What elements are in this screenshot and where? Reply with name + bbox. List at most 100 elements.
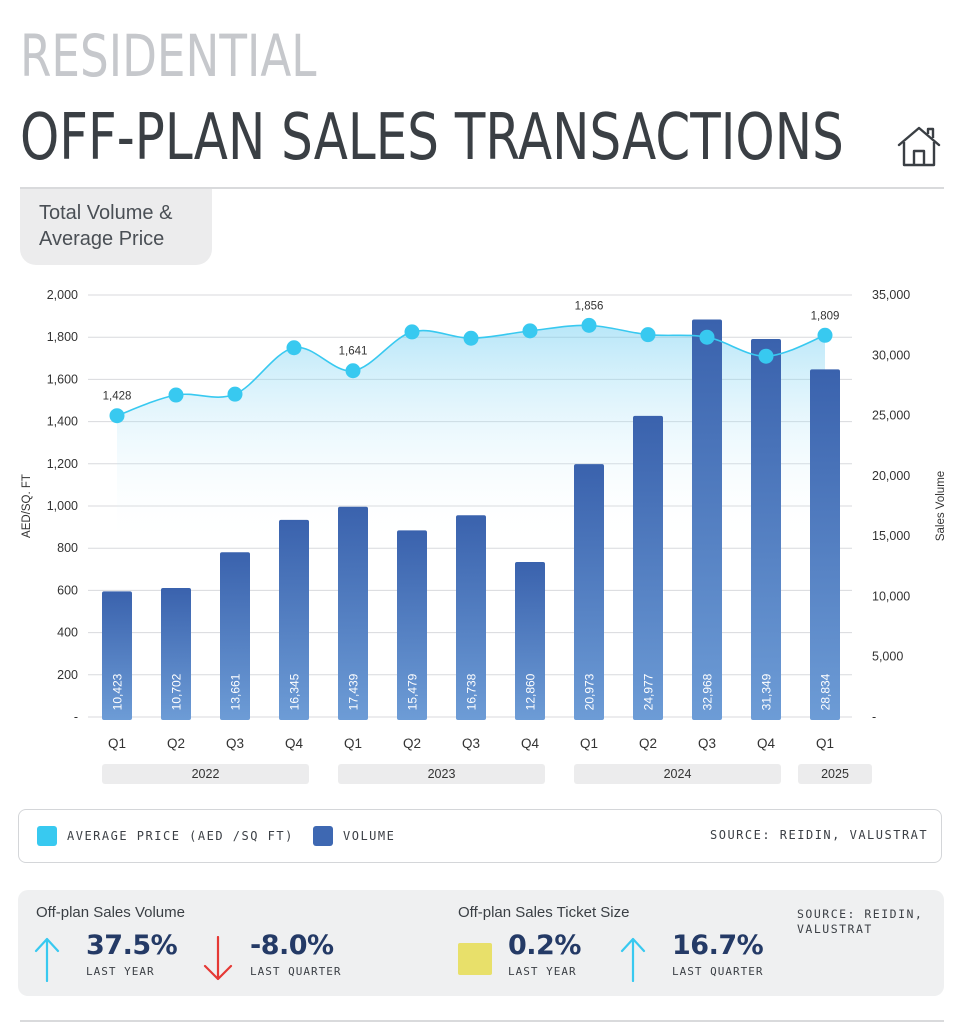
y-tick-label-left: 600 bbox=[57, 583, 78, 597]
volume-bar-label: 32,968 bbox=[701, 673, 715, 710]
year-group-pill bbox=[798, 764, 872, 784]
volume-bar bbox=[397, 530, 427, 720]
kpi-source: SOURCE: REIDIN, VALUSTRAT bbox=[797, 907, 923, 937]
arrow-down-icon bbox=[203, 936, 233, 981]
kpi-volume-quarter-label: LAST QUARTER bbox=[250, 965, 342, 978]
legend-label-volume: VOLUME bbox=[343, 829, 396, 843]
legend-item-price: AVERAGE PRICE (AED /SQ FT) bbox=[37, 826, 294, 846]
volume-bar-label: 12,860 bbox=[524, 673, 538, 710]
y-tick-label-right: 20,000 bbox=[872, 469, 910, 483]
kpi-volume-year-value: 37.5% bbox=[86, 930, 178, 961]
price-point bbox=[168, 387, 184, 403]
price-point-label: 1,641 bbox=[339, 346, 368, 358]
y-tick-label-left: 200 bbox=[57, 668, 78, 682]
y-tick-label-right: 15,000 bbox=[872, 529, 910, 543]
volume-bar bbox=[161, 587, 191, 720]
volume-bar-label: 20,973 bbox=[583, 673, 597, 710]
y-axis-title-right: Sales Volume bbox=[935, 471, 947, 541]
price-point bbox=[699, 329, 715, 345]
y-tick-label-left: 400 bbox=[57, 626, 78, 640]
y-tick-label-right: 25,000 bbox=[872, 409, 910, 423]
kpi-volume-heading: Off-plan Sales Volume bbox=[36, 904, 185, 921]
y-tick-label-left: 1,400 bbox=[47, 415, 78, 429]
x-tick-label: Q4 bbox=[757, 736, 776, 751]
y-tick-label-right: 30,000 bbox=[872, 348, 910, 362]
price-point-label: 1,856 bbox=[575, 300, 604, 312]
legend-swatch-price bbox=[37, 826, 57, 846]
kpi-volume-year-label: LAST YEAR bbox=[86, 965, 155, 978]
price-point bbox=[640, 327, 656, 343]
year-group-pill bbox=[102, 764, 309, 784]
legend-box bbox=[18, 809, 942, 863]
chart-subtitle: Total Volume & Average Price bbox=[39, 200, 209, 252]
subtitle-line-1: Total Volume & bbox=[39, 202, 173, 224]
legend-source: SOURCE: REIDIN, VALUSTRAT bbox=[710, 828, 929, 842]
kpi-ticket-quarter-value: 16.7% bbox=[672, 930, 764, 961]
price-point-label: 1,428 bbox=[103, 391, 132, 403]
year-group-label: 2025 bbox=[821, 767, 849, 781]
x-tick-label: Q2 bbox=[639, 736, 657, 751]
kpi-ticket-heading: Off-plan Sales Ticket Size bbox=[458, 904, 630, 921]
price-point bbox=[581, 317, 597, 333]
x-tick-label: Q3 bbox=[698, 736, 716, 751]
header-divider bbox=[20, 187, 944, 189]
legend-swatch-volume bbox=[313, 826, 333, 846]
volume-bar-label: 16,345 bbox=[288, 673, 302, 710]
title-line-1: RESIDENTIAL bbox=[20, 22, 317, 90]
volume-bar-label: 10,423 bbox=[111, 673, 125, 710]
y-tick-label-left: 1,000 bbox=[47, 499, 78, 513]
price-point bbox=[227, 386, 243, 402]
volume-bar bbox=[574, 464, 604, 720]
x-tick-label: Q1 bbox=[344, 736, 362, 751]
kpi-volume-quarter-value: -8.0% bbox=[250, 930, 334, 961]
x-tick-label: Q2 bbox=[403, 736, 421, 751]
price-point bbox=[522, 323, 538, 339]
y-tick-label-left: - bbox=[74, 710, 78, 724]
volume-bar bbox=[751, 339, 781, 720]
x-tick-label: Q1 bbox=[580, 736, 598, 751]
flat-indicator-icon bbox=[458, 943, 492, 975]
subtitle-box bbox=[20, 189, 212, 265]
price-point bbox=[817, 327, 833, 343]
price-point-label: 1,809 bbox=[811, 310, 840, 322]
x-tick-label: Q1 bbox=[108, 736, 126, 751]
volume-bar bbox=[102, 591, 132, 720]
volume-bar-label: 10,702 bbox=[170, 673, 184, 710]
x-tick-label: Q2 bbox=[167, 736, 185, 751]
y-tick-label-left: 1,800 bbox=[47, 330, 78, 344]
year-group-label: 2023 bbox=[428, 767, 456, 781]
volume-bar bbox=[692, 319, 722, 720]
y-tick-label-left: 800 bbox=[57, 541, 78, 555]
volume-bar-label: 13,661 bbox=[229, 673, 243, 710]
subtitle-line-2: Average Price bbox=[39, 228, 165, 250]
y-tick-label-right: 35,000 bbox=[872, 288, 910, 302]
volume-bar-label: 17,439 bbox=[347, 673, 361, 710]
volume-bar bbox=[220, 552, 250, 720]
year-group-pill bbox=[338, 764, 545, 784]
volume-bar-label: 15,479 bbox=[406, 673, 420, 710]
x-tick-label: Q3 bbox=[226, 736, 244, 751]
y-tick-label-right: - bbox=[872, 710, 876, 724]
y-axis-title-left: AED/SQ. FT bbox=[21, 474, 33, 538]
year-group-label: 2024 bbox=[664, 767, 692, 781]
y-tick-label-right: 10,000 bbox=[872, 589, 910, 603]
kpi-source-line-1: SOURCE: REIDIN, bbox=[797, 907, 924, 921]
y-tick-label-right: 5,000 bbox=[872, 650, 903, 664]
volume-bar-label: 31,349 bbox=[760, 673, 774, 710]
price-point bbox=[463, 330, 479, 346]
volume-price-chart: 10,423 10,702 13,661 16,345 17,439 15,479 16,7… bbox=[21, 288, 947, 784]
y-tick-label-left: 1,600 bbox=[47, 372, 78, 386]
kpi-ticket-year-value: 0.2% bbox=[508, 930, 581, 961]
kpi-ticket-year-label: LAST YEAR bbox=[508, 965, 577, 978]
arrow-up-icon bbox=[620, 937, 646, 982]
home-icon bbox=[897, 126, 941, 167]
price-point bbox=[404, 324, 420, 340]
volume-bar-label: 28,834 bbox=[819, 673, 833, 710]
x-tick-label: Q3 bbox=[462, 736, 480, 751]
volume-bar bbox=[810, 369, 840, 720]
volume-bar bbox=[338, 506, 368, 720]
volume-bar-label: 16,738 bbox=[465, 673, 479, 710]
price-point bbox=[758, 348, 774, 364]
price-point bbox=[286, 340, 302, 356]
volume-bar bbox=[633, 415, 663, 720]
